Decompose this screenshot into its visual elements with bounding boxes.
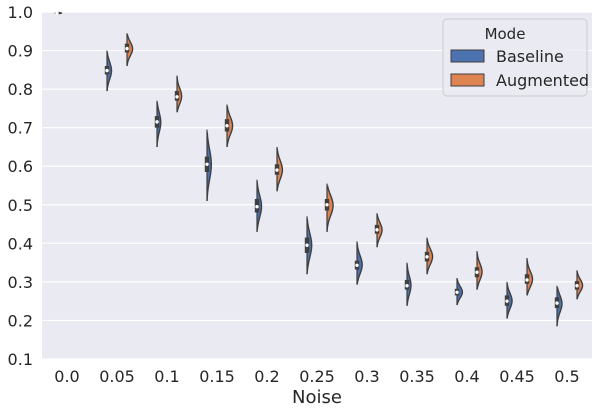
violin-augmented	[124, 33, 134, 67]
violin-augmented	[424, 237, 434, 275]
median-dot	[525, 278, 529, 282]
x-tick-label: 0.2	[254, 367, 279, 386]
violin-body	[276, 148, 284, 192]
violin-baseline	[504, 281, 513, 319]
x-axis-title: Noise	[292, 387, 342, 408]
violin-body	[356, 243, 363, 285]
legend-item-augmented: Augmented	[450, 71, 589, 90]
violin-baseline	[104, 50, 113, 92]
violin-body	[576, 271, 584, 300]
median-dot	[225, 124, 229, 128]
y-tick-label: 0.2	[8, 311, 33, 330]
median-dot	[55, 11, 59, 15]
legend-swatch	[450, 49, 485, 63]
violin-body	[376, 214, 383, 248]
x-tick-label: 0.05	[99, 367, 135, 386]
violin-augmented	[324, 183, 334, 232]
median-dot	[355, 263, 359, 268]
y-tick-label: 0.1	[8, 350, 33, 369]
y-tick-label: 0.6	[8, 157, 33, 176]
median-dot	[505, 299, 509, 303]
y-tick-label: 0.5	[8, 196, 33, 215]
legend-item-baseline: Baseline	[450, 47, 564, 66]
violin-body	[176, 76, 183, 113]
median-dot	[205, 162, 209, 166]
legend-label: Augmented	[496, 71, 589, 90]
median-dot	[425, 255, 429, 259]
median-dot	[175, 95, 179, 99]
median-dot	[475, 270, 479, 274]
median-dot	[255, 205, 259, 209]
violin-baseline	[554, 285, 563, 327]
y-tick-label: 1.0	[8, 3, 33, 22]
median-dot	[105, 68, 109, 73]
violin-body	[476, 252, 483, 290]
violin-body	[126, 34, 134, 67]
violin-augmented	[474, 251, 483, 290]
violin-augmented	[224, 104, 234, 148]
x-tick-label: 0.4	[454, 367, 479, 386]
median-dot	[375, 228, 379, 232]
violin-body	[506, 283, 513, 319]
x-tick-label: 0.5	[554, 367, 579, 386]
violin-body	[106, 52, 113, 92]
legend-swatch	[450, 73, 485, 87]
violin-baseline	[304, 216, 313, 275]
median-dot	[555, 301, 559, 305]
legend-label: Baseline	[496, 47, 564, 66]
x-tick-label: 0.35	[399, 367, 435, 386]
violin-body	[526, 259, 534, 296]
violin-body	[556, 287, 563, 327]
violin-body	[226, 106, 234, 148]
violin-baseline	[354, 241, 363, 285]
series-augmented	[124, 33, 584, 300]
x-tick-label: 0.0	[54, 367, 79, 386]
y-tick-label: 0.3	[8, 273, 33, 292]
median-dot	[575, 284, 579, 288]
median-dot	[275, 168, 279, 172]
x-tick-label: 0.1	[154, 367, 179, 386]
violin-baseline	[254, 179, 263, 232]
x-tick-label: 0.15	[199, 367, 235, 386]
violin-baseline	[454, 278, 464, 306]
x-tick-label: 0.25	[299, 367, 335, 386]
y-tick-label: 0.8	[8, 80, 33, 99]
violin-baseline	[204, 129, 213, 201]
series-baseline	[54, 11, 563, 327]
legend-title: Mode	[485, 25, 526, 43]
violin-body	[256, 181, 263, 232]
violin-augmented	[174, 75, 183, 113]
legend: Mode Baseline Augmented	[442, 18, 589, 97]
violin-body	[426, 238, 434, 275]
y-tick-label: 0.7	[8, 119, 33, 138]
violin-body	[306, 218, 313, 275]
violin-baseline	[54, 11, 63, 15]
violin-baseline	[404, 262, 412, 306]
x-tick-label: 0.3	[354, 367, 379, 386]
violin-baseline	[154, 100, 162, 147]
median-dot	[305, 243, 309, 247]
median-dot	[155, 120, 159, 124]
violin-augmented	[574, 270, 584, 300]
median-dot	[455, 290, 459, 294]
violin-body	[456, 278, 464, 306]
y-tick-label: 0.9	[8, 42, 33, 61]
y-tick-label: 0.4	[8, 234, 33, 253]
violin-augmented	[374, 213, 383, 248]
violin-augmented	[524, 257, 534, 296]
median-dot	[125, 46, 129, 51]
median-dot	[325, 203, 329, 207]
violin-body	[326, 185, 334, 232]
violin-augmented	[274, 146, 284, 192]
median-dot	[405, 284, 409, 288]
x-tick-label: 0.45	[499, 367, 535, 386]
